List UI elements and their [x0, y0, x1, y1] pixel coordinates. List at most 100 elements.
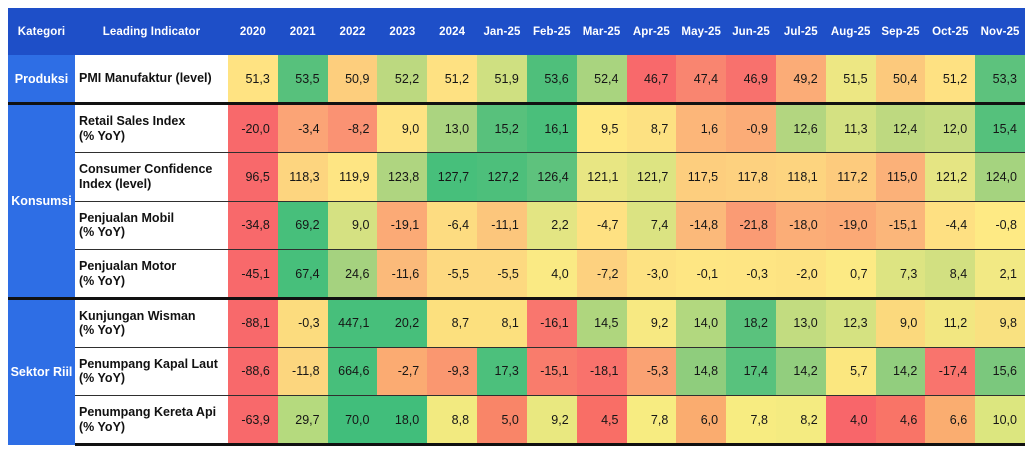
indicator-label: Kunjungan Wisman (% YoY): [75, 296, 228, 348]
value-cell: 51,5: [825, 55, 876, 104]
value-cell: 121,7: [626, 151, 677, 202]
header-period-jun-25: Jun-25: [726, 8, 776, 55]
value-cell: -11,6: [377, 249, 428, 299]
header-period-aug-25: Aug-25: [825, 8, 876, 55]
value-cell: 4,0: [825, 395, 876, 446]
category-cell-produksi: Produksi: [8, 55, 75, 104]
value-cell: 119,9: [327, 151, 378, 202]
header-period-2024: 2024: [427, 8, 478, 55]
value-cell: 4,0: [526, 249, 577, 299]
indicator-row-retail-sales-index: Konsumsi Retail Sales Index (% YoY) -20,0-…: [8, 102, 1025, 299]
value-cell: 14,2: [875, 346, 926, 396]
value-cell: 8,2: [775, 395, 826, 446]
value-cell: 115,0: [875, 151, 926, 202]
value-cell: -11,1: [477, 200, 527, 250]
value-cell: 1,6: [676, 102, 727, 153]
table-header: Kategori Leading Indicator 2020 2021 2022 202…: [8, 8, 1025, 55]
header-period-mar-25: Mar-25: [576, 8, 627, 55]
value-cell: 8,8: [427, 395, 478, 446]
value-cell: 14,2: [775, 346, 826, 396]
value-cell: 47,4: [676, 55, 727, 104]
value-cell: 7,4: [626, 200, 677, 250]
value-cell: 9,0: [377, 102, 428, 153]
indicator-label: PMI Manufaktur (level): [75, 55, 228, 104]
value-cell: -34,8: [228, 200, 278, 250]
value-cell: 117,2: [825, 151, 876, 202]
value-cell: -4,4: [925, 200, 976, 250]
indicator-row-penumpang-kapal-laut: Penumpang Kapal Laut (% YoY) -88,6 -11,8 66…: [8, 346, 1025, 396]
indicator-row-penjualan-motor: Penjualan Motor (% YoY) -45,1 67,4 24,6 -11,…: [8, 249, 1025, 299]
header-period-2023: 2023: [377, 8, 428, 55]
value-cell: 46,9: [726, 55, 776, 104]
value-cell: -4,7: [576, 200, 627, 250]
value-cell: -2,7: [377, 346, 428, 396]
value-cell: 7,3: [875, 249, 926, 299]
value-cell: 15,4: [975, 102, 1025, 153]
value-cell: -16,1: [526, 296, 577, 348]
value-cell: 29,7: [277, 395, 328, 446]
value-cell: 14,0: [676, 296, 727, 348]
value-cell: 20,2: [377, 296, 428, 348]
header-period-jan-25: Jan-25: [477, 8, 527, 55]
value-cell: -0,9: [726, 102, 776, 153]
value-cell: 8,7: [427, 296, 478, 348]
value-cell: 14,8: [676, 346, 727, 396]
value-cell: 117,5: [676, 151, 727, 202]
value-cell: 11,3: [825, 102, 876, 153]
value-cell: -20,0: [228, 102, 278, 153]
value-cell: 9,2: [526, 395, 577, 446]
value-cell: 51,9: [477, 55, 527, 104]
header-period-2021: 2021: [277, 8, 328, 55]
indicator-row-pmi-manufaktur-level: Produksi PMI Manufaktur (level) 51,3 53,5 50…: [8, 55, 1025, 104]
value-cell: 12,6: [775, 102, 826, 153]
indicator-label: Penjualan Mobil (% YoY): [75, 200, 228, 250]
value-cell: -5,5: [477, 249, 527, 299]
value-cell: 121,2: [925, 151, 976, 202]
value-cell: 51,3: [228, 55, 278, 104]
value-cell: 15,6: [975, 346, 1025, 396]
header-period-nov-25: Nov-25: [975, 8, 1025, 55]
header-period-2022: 2022: [327, 8, 378, 55]
value-cell: -9,3: [427, 346, 478, 396]
value-cell: 6,0: [676, 395, 727, 446]
value-cell: 7,8: [726, 395, 776, 446]
value-cell: 46,7: [626, 55, 677, 104]
value-cell: 53,3: [975, 55, 1025, 104]
value-cell: 12,4: [875, 102, 926, 153]
value-cell: 49,2: [775, 55, 826, 104]
value-cell: -21,8: [726, 200, 776, 250]
value-cell: 10,0: [975, 395, 1025, 446]
value-cell: 15,2: [477, 102, 527, 153]
value-cell: 18,2: [726, 296, 776, 348]
value-cell: -15,1: [875, 200, 926, 250]
value-cell: 126,4: [526, 151, 577, 202]
value-cell: 2,2: [526, 200, 577, 250]
value-cell: -14,8: [676, 200, 727, 250]
value-cell: 69,2: [277, 200, 328, 250]
value-cell: 121,1: [576, 151, 627, 202]
indicator-label: Penjualan Motor (% YoY): [75, 249, 228, 299]
leading-indicators-table: Kategori Leading Indicator 2020 2021 2022 202…: [8, 8, 1025, 446]
value-cell: 127,2: [477, 151, 527, 202]
value-cell: 9,8: [975, 296, 1025, 348]
header-period-may-25: May-25: [676, 8, 727, 55]
value-cell: -7,2: [576, 249, 627, 299]
value-cell: -18,0: [775, 200, 826, 250]
value-cell: 53,6: [526, 55, 577, 104]
category-cell-konsumsi: Konsumsi: [8, 102, 75, 299]
value-cell: -18,1: [576, 346, 627, 396]
value-cell: -88,6: [228, 346, 278, 396]
value-cell: -0,8: [975, 200, 1025, 250]
value-cell: 9,0: [327, 200, 378, 250]
header-period-oct-25: Oct-25: [925, 8, 976, 55]
indicator-row-penjualan-mobil: Penjualan Mobil (% YoY) -34,8 69,2 9,0 -19,1…: [8, 200, 1025, 250]
value-cell: 51,2: [925, 55, 976, 104]
value-cell: 664,6: [327, 346, 378, 396]
value-cell: 447,1: [327, 296, 378, 348]
header-period-apr-25: Apr-25: [626, 8, 677, 55]
indicator-row-penumpang-kereta-api: Penumpang Kereta Api (% YoY) -63,9 29,7 70,…: [8, 395, 1025, 446]
header-period-2020: 2020: [228, 8, 278, 55]
value-cell: 0,7: [825, 249, 876, 299]
value-cell: -8,2: [327, 102, 378, 153]
